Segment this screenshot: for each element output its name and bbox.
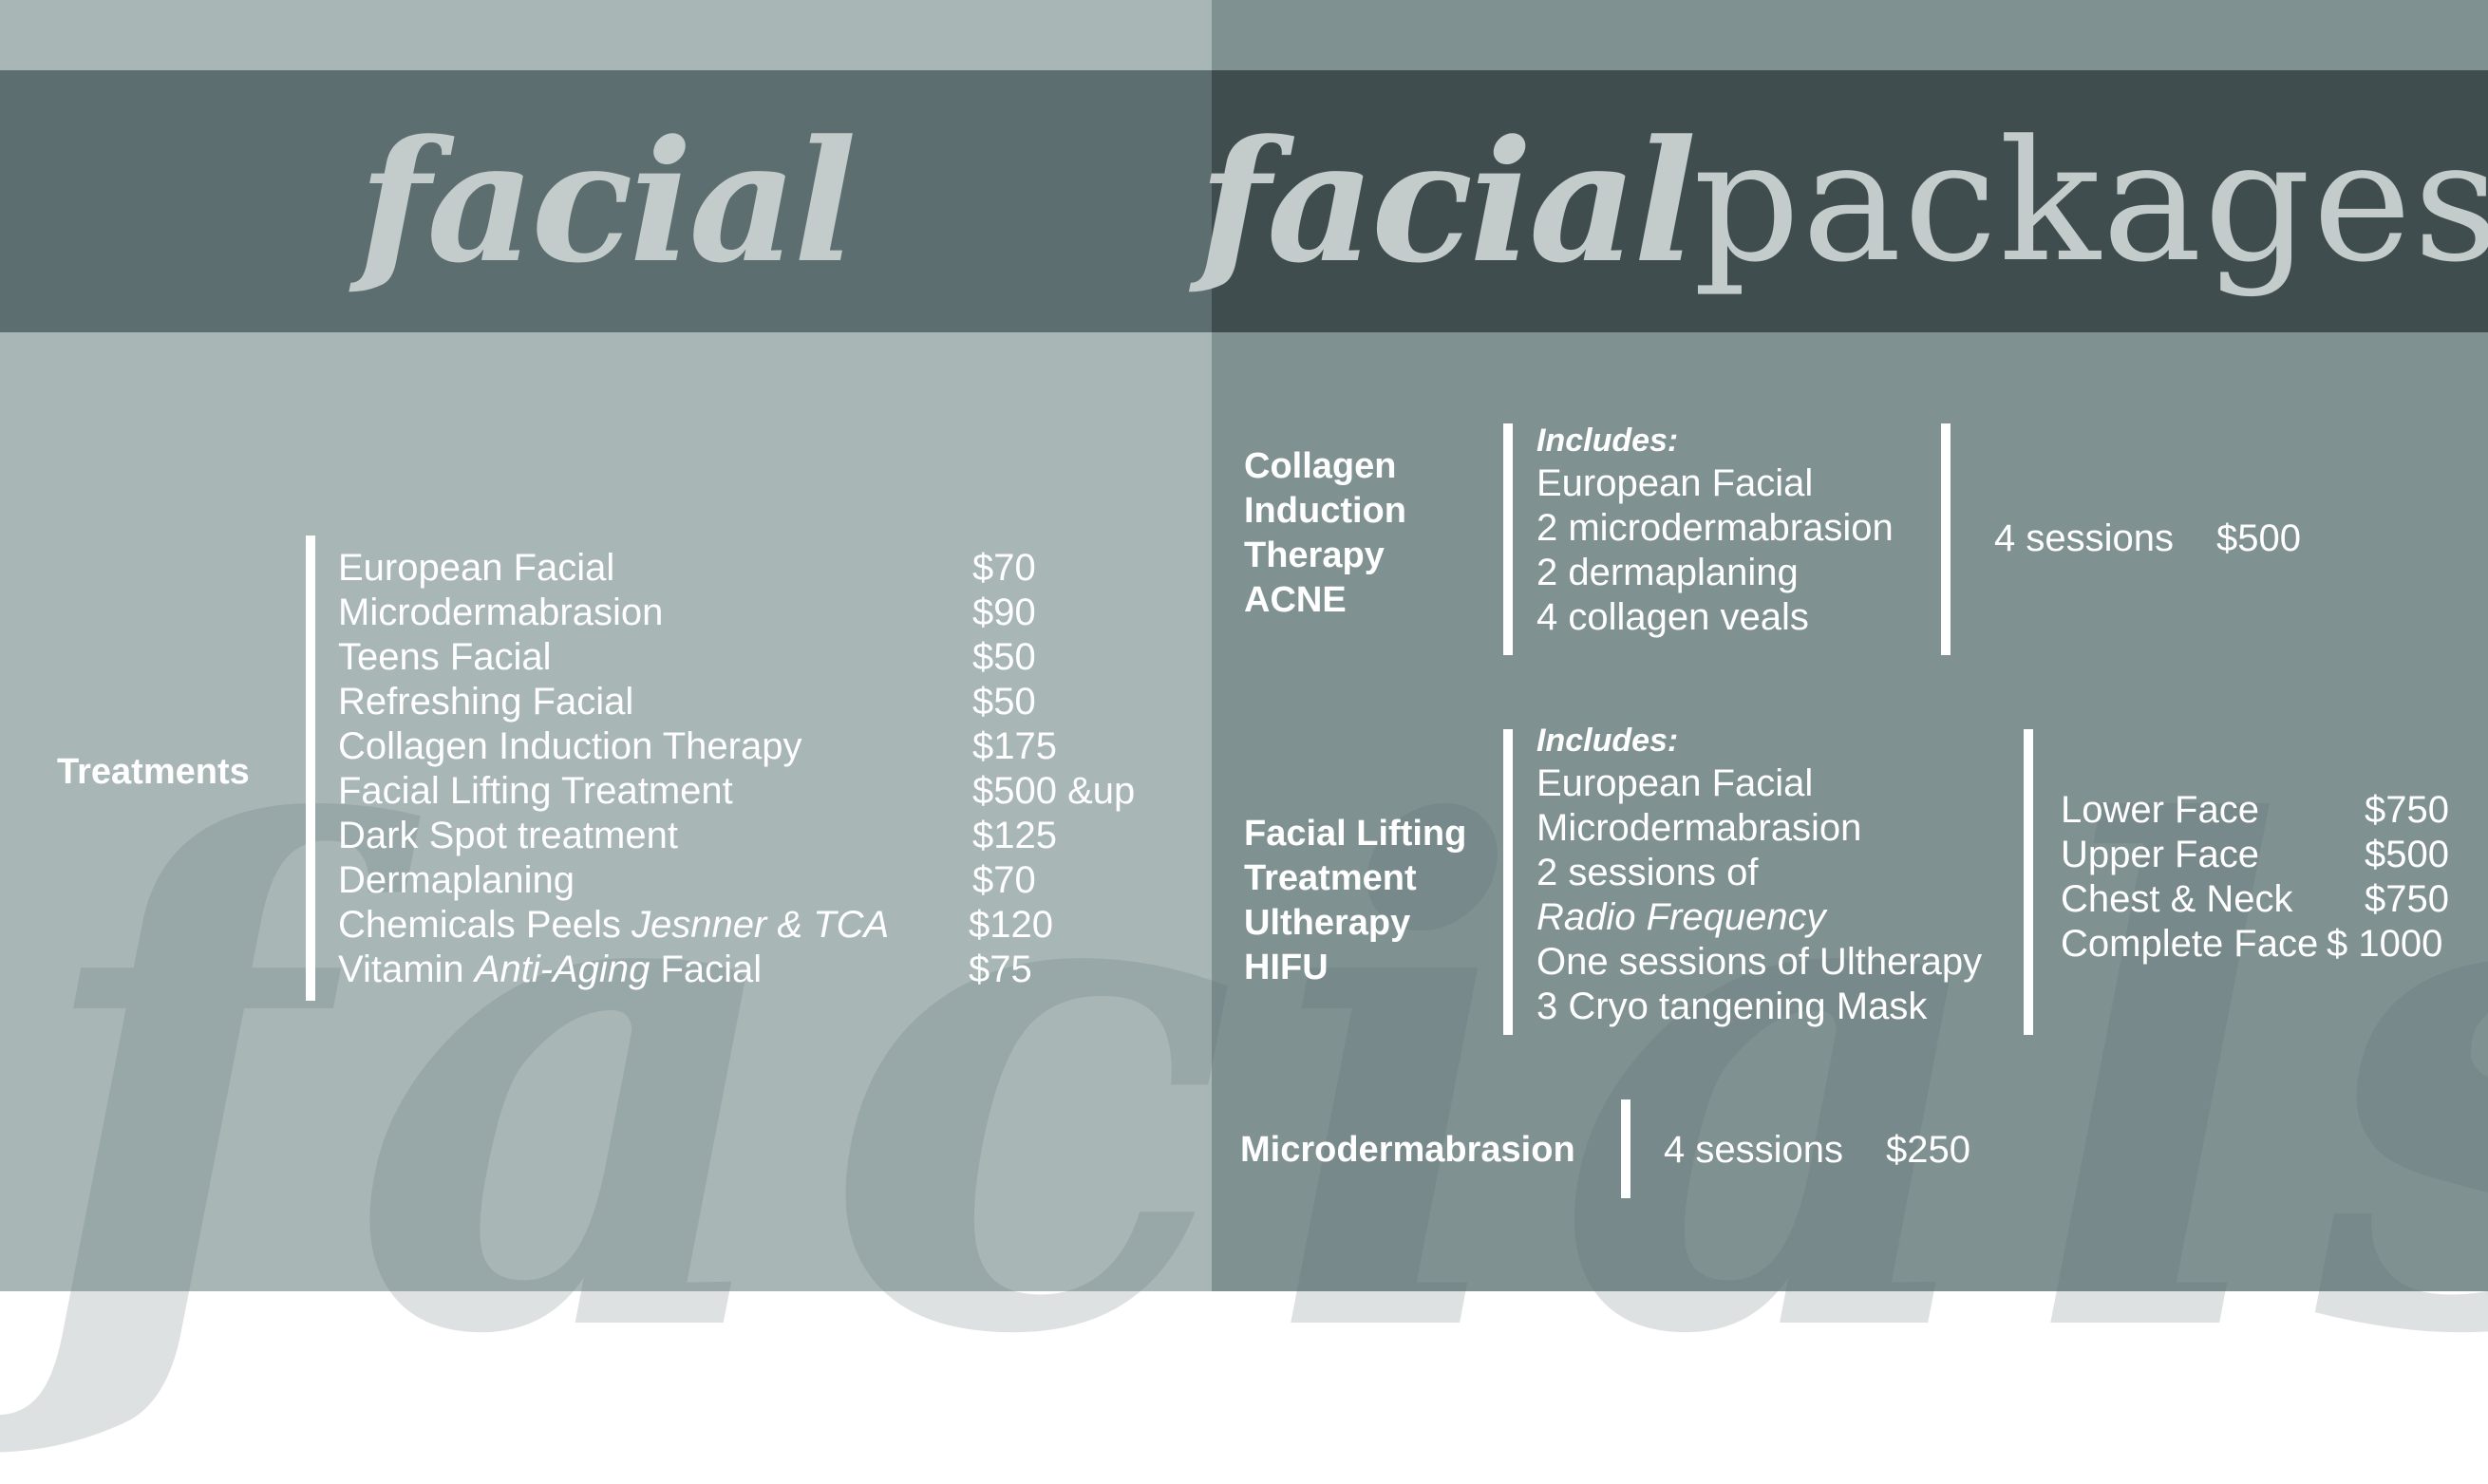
collagen-include-item: 2 dermaplaning xyxy=(1536,552,1799,593)
collagen-label-line: Induction xyxy=(1244,491,1406,531)
treatment-name-prefix: Vitamin xyxy=(338,949,475,990)
lifting-price-row: Complete Face $ 1000 xyxy=(2061,922,2460,967)
collagen-price: $500 xyxy=(2216,517,2301,559)
treatment-row: Vitamin Anti-Aging Facial $75 xyxy=(338,948,1193,992)
lifting-includes: Includes: European Facial Microdermabras… xyxy=(1536,720,1982,1029)
collagen-sessions: 4 sessions xyxy=(1994,517,2174,559)
collagen-includes: Includes: European Facial 2 microdermabr… xyxy=(1536,420,1894,640)
left-title-text: facial xyxy=(358,103,858,300)
lifting-price-row: Chest & Neck $750 xyxy=(2061,877,2460,922)
treatment-name-suffix: Facial xyxy=(650,949,763,990)
left-title: facial xyxy=(0,70,1212,332)
treatment-name-italic: Anti-Aging xyxy=(474,949,650,990)
lifting-include-item: One sessions of Ultherapy xyxy=(1536,941,1983,983)
collagen-divider-right xyxy=(1941,423,1951,655)
lifting-area: Upper Face xyxy=(2061,834,2259,875)
lifting-label: Facial Lifting Treatment Ultherapy HIFU xyxy=(1244,812,1466,990)
right-title-italic: facial xyxy=(1198,103,1697,300)
treatment-row: Refreshing Facial $50 xyxy=(338,680,1193,724)
treatment-price: $125 xyxy=(972,815,1057,856)
treatment-row: Chemicals Peels Jesnner & TCA $120 xyxy=(338,903,1193,948)
lifting-price: $500 xyxy=(2365,834,2449,875)
lifting-area: Complete Face xyxy=(2061,923,2319,965)
collagen-include-item: 4 collagen veals xyxy=(1536,596,1809,638)
treatment-name: Vitamin Anti-Aging Facial xyxy=(338,948,762,992)
treatment-price: $500 &up xyxy=(972,770,1136,812)
treatment-name: Chemicals Peels Jesnner & TCA xyxy=(338,903,889,948)
lifting-include-item: 2 sessions of xyxy=(1536,852,1759,893)
lifting-label-line: HIFU xyxy=(1244,948,1329,987)
lifting-price: $ 1000 xyxy=(2327,923,2443,965)
collagen-label-line: ACNE xyxy=(1244,580,1347,620)
micro-label: Microdermabrasion xyxy=(1240,1130,1575,1170)
treatment-row: Dermaplaning $70 xyxy=(338,858,1193,903)
left-title-band: facial xyxy=(0,70,1212,332)
treatment-price: $90 xyxy=(972,592,1036,633)
treatment-name: Refreshing Facial xyxy=(338,681,634,723)
lifting-price: $750 xyxy=(2365,878,2449,920)
treatment-row: Collagen Induction Therapy $175 xyxy=(338,724,1193,769)
treatment-name: Dark Spot treatment xyxy=(338,815,678,856)
lifting-area: Chest & Neck xyxy=(2061,878,2293,920)
treatment-name: European Facial xyxy=(338,547,615,589)
treatment-price: $175 xyxy=(972,725,1057,767)
collagen-divider-left xyxy=(1503,423,1513,655)
lifting-divider-left xyxy=(1503,729,1513,1035)
treatment-row: European Facial $70 xyxy=(338,546,1193,591)
lifting-price-row: Upper Face $500 xyxy=(2061,833,2460,877)
treatment-price: $70 xyxy=(972,547,1036,589)
lifting-includes-label: Includes: xyxy=(1536,723,1679,759)
lifting-include-item: 3 Cryo tangening Mask xyxy=(1536,986,1928,1027)
micro-sessions: 4 sessions xyxy=(1664,1129,1843,1171)
treatment-name: Dermaplaning xyxy=(338,859,575,901)
treatment-price: $50 xyxy=(972,636,1036,678)
treatment-row: Teens Facial $50 xyxy=(338,635,1193,680)
lifting-price-list: Lower Face $750 Upper Face $500 Chest & Ne… xyxy=(2061,788,2460,967)
lifting-include-item: Radio Frequency xyxy=(1536,896,1826,938)
treatment-price: $120 xyxy=(969,904,1053,946)
treatment-name: Microdermabrasion xyxy=(338,592,664,633)
treatment-list: European Facial $70 Microdermabrasion $90 … xyxy=(338,546,1193,992)
collagen-include-item: European Facial xyxy=(1536,462,1814,504)
treatment-name-prefix: Chemicals Peels xyxy=(338,904,632,946)
lifting-price: $750 xyxy=(2365,789,2449,831)
collagen-label: Collagen Induction Therapy ACNE xyxy=(1244,444,1406,623)
lifting-label-line: Treatment xyxy=(1244,858,1417,898)
treatment-name: Collagen Induction Therapy xyxy=(338,725,802,767)
treatments-divider xyxy=(306,535,315,1001)
lifting-price-row: Lower Face $750 xyxy=(2061,788,2460,833)
lifting-include-item: Microdermabrasion xyxy=(1536,807,1862,849)
collagen-include-item: 2 microdermabrasion xyxy=(1536,507,1894,549)
collagen-includes-label: Includes: xyxy=(1536,423,1679,459)
treatments-label: Treatments xyxy=(57,752,250,792)
treatment-price: $75 xyxy=(969,949,1032,990)
lifting-area: Lower Face xyxy=(2061,789,2259,831)
micro-divider xyxy=(1621,1099,1630,1198)
collagen-label-line: Therapy xyxy=(1244,535,1385,575)
lifting-divider-right xyxy=(2024,729,2033,1035)
right-title-upright: packages xyxy=(1692,103,2488,299)
collagen-label-line: Collagen xyxy=(1244,446,1397,486)
treatment-row: Microdermabrasion $90 xyxy=(338,591,1193,635)
lifting-label-line: Ultherapy xyxy=(1244,903,1411,943)
treatment-row: Facial Lifting Treatment $500 &up xyxy=(338,769,1193,814)
treatment-name: Teens Facial xyxy=(338,636,552,678)
right-title-band: facial packages xyxy=(1198,70,2488,332)
right-title: facial packages xyxy=(1198,70,2488,332)
treatment-name: Facial Lifting Treatment xyxy=(338,770,733,812)
micro-price: $250 xyxy=(1886,1129,1970,1171)
treatment-price: $70 xyxy=(972,859,1036,901)
treatment-row: Dark Spot treatment $125 xyxy=(338,814,1193,858)
lifting-label-line: Facial Lifting xyxy=(1244,814,1467,854)
lifting-include-item: European Facial xyxy=(1536,762,1814,804)
treatment-price: $50 xyxy=(972,681,1036,723)
treatment-name-italic: Jesnner & TCA xyxy=(631,904,890,946)
